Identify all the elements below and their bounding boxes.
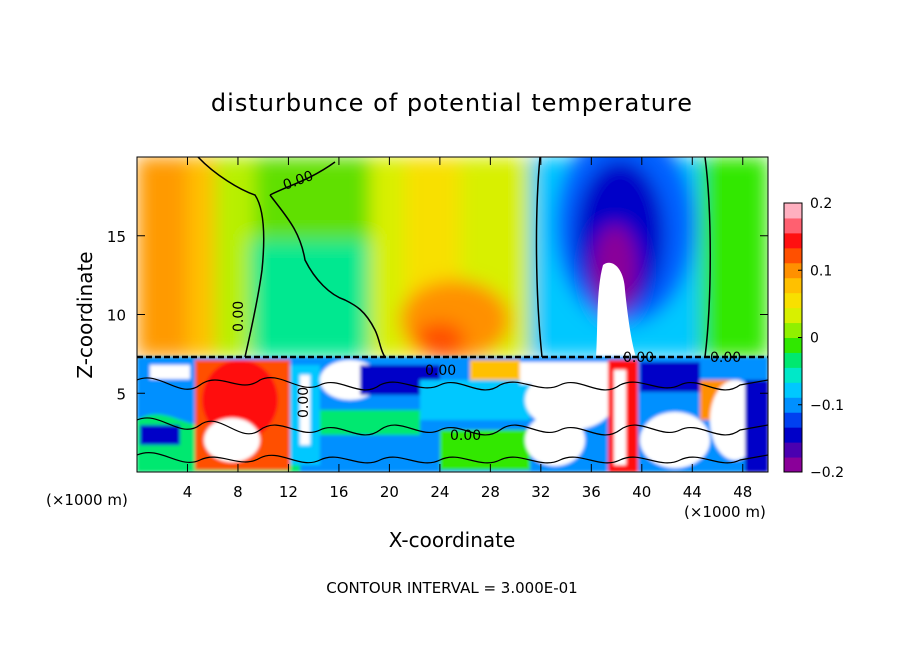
- x-axis: 4 8 12 16 20 24 28 32 36 40 44 48: [183, 157, 752, 501]
- x-axis-title: X-coordinate: [389, 528, 516, 552]
- colorbar: 0.2 0.1 0 −0.1 −0.2: [783, 196, 844, 481]
- y-tick-label: 15: [107, 228, 126, 246]
- contour-label: 0.00: [296, 387, 312, 418]
- contour-zero: [269, 194, 386, 358]
- y-tick-label: 5: [116, 385, 126, 403]
- colorbar-swatch: [784, 382, 802, 398]
- colorbar-swatch: [784, 307, 802, 324]
- field-fill: [250, 240, 370, 357]
- x-tick-label: 8: [233, 483, 243, 501]
- colorbar-swatch: [784, 397, 802, 413]
- colorbar-swatch: [784, 412, 802, 428]
- colorbar-swatch: [784, 352, 802, 368]
- colorbar-swatch: [784, 427, 802, 443]
- x-tick-label: 32: [531, 483, 550, 501]
- field-fill: [745, 380, 768, 472]
- x-tick-label: 4: [183, 483, 193, 501]
- contour-zero: [137, 377, 768, 391]
- colorbar-swatch: [784, 322, 802, 338]
- field-fill: [525, 370, 615, 430]
- field-fill: [150, 365, 190, 379]
- contour-lines: [137, 157, 768, 464]
- field-fill: [215, 157, 255, 357]
- contour-zero: [137, 452, 768, 464]
- contour-zero: [137, 417, 768, 436]
- field-fill: [300, 375, 310, 445]
- field-fill: [640, 362, 700, 392]
- chart-title: disturbunce of potential temperature: [211, 89, 693, 117]
- field-fill: [420, 380, 530, 420]
- field-fill: [204, 418, 260, 462]
- colorbar-swatch: [784, 217, 802, 234]
- colorbar-swatch: [784, 262, 802, 279]
- x-tick-label: 40: [632, 483, 651, 501]
- upper-field: [137, 157, 768, 360]
- field-fill: [640, 412, 710, 468]
- field-fill: [470, 360, 520, 380]
- colorbar-tick-label: −0.1: [810, 398, 844, 414]
- field-fill: [520, 362, 610, 384]
- contour-zero: [535, 157, 543, 358]
- field-fill: [415, 322, 465, 358]
- field-fill: [596, 262, 636, 357]
- y-axis-title: Z-coordinate: [73, 251, 97, 378]
- contour-label: 0.00: [450, 428, 481, 444]
- field-fill: [700, 157, 768, 357]
- field-fill: [140, 425, 180, 445]
- contour-label: 0.00: [710, 350, 741, 366]
- x-tick-label: 12: [279, 483, 298, 501]
- y-tick-label: 10: [107, 307, 126, 325]
- contour-label-group: 0.00 0.00 0.00 0.00 0.00 0.00 0.00: [231, 168, 741, 444]
- colorbar-swatch: [784, 232, 802, 249]
- y-unit-label: (×1000 m): [46, 491, 128, 509]
- colorbar-swatch: [784, 367, 802, 383]
- x-tick-label: 24: [430, 483, 449, 501]
- contour-label: 0.00: [623, 350, 654, 366]
- contour-label: 0.00: [425, 363, 456, 379]
- colorbar-tick-label: −0.2: [810, 465, 844, 481]
- colorbar-swatch: [784, 247, 802, 264]
- field-fill: [137, 157, 187, 357]
- colorbar-swatch: [784, 442, 802, 458]
- contour-zero: [269, 161, 336, 196]
- x-tick-label: 28: [481, 483, 500, 501]
- x-tick-label: 44: [683, 483, 702, 501]
- x-tick-label: 20: [380, 483, 399, 501]
- contour-label: 0.00: [231, 301, 247, 332]
- colorbar-swatch: [784, 203, 802, 219]
- field-fill: [320, 410, 420, 435]
- colorbar-tick-label: 0.1: [810, 263, 832, 279]
- x-unit-label: (×1000 m): [684, 503, 766, 521]
- colorbar-tick-label: 0.2: [810, 196, 832, 212]
- contour-interval-note: CONTOUR INTERVAL = 3.000E-01: [326, 579, 577, 597]
- x-tick-label: 48: [733, 483, 752, 501]
- colorbar-tick-label: 0: [810, 331, 819, 347]
- field-fill: [614, 370, 626, 465]
- colorbar-swatch: [784, 457, 802, 473]
- contour-zero: [704, 157, 711, 358]
- colorbar-swatch: [784, 277, 802, 294]
- colorbar-swatch: [784, 337, 802, 353]
- plot-area: [137, 157, 768, 472]
- colorbar-swatch: [784, 292, 802, 309]
- y-axis: 5 10 15: [107, 228, 768, 403]
- contour-zero: [197, 157, 265, 358]
- x-tick-label: 36: [582, 483, 601, 501]
- x-tick-label: 16: [329, 483, 348, 501]
